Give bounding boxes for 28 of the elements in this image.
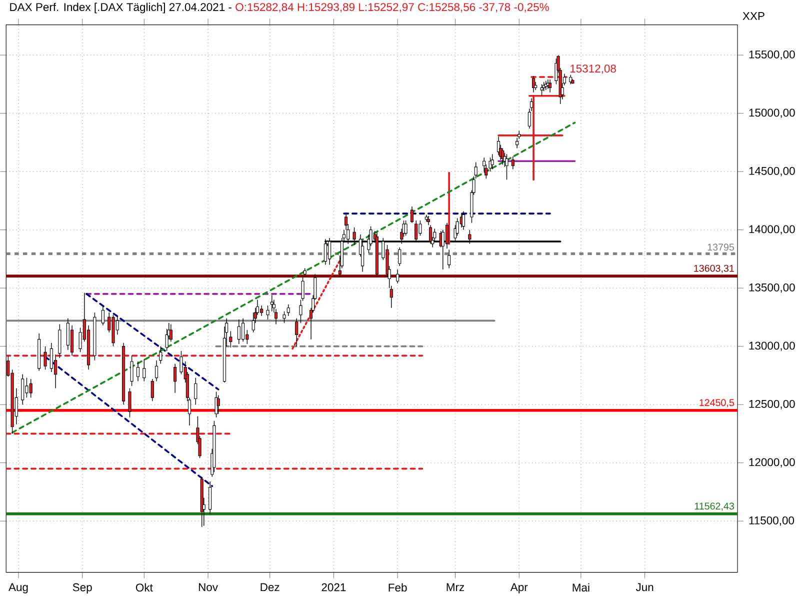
annotation: 15312,08: [570, 64, 616, 74]
ref-line-label: 13795: [708, 244, 734, 251]
chart-subtitle: O:15282,84 H:15293,89 L:15252,97 C:15258,56 -37,78 -0,25%: [236, 3, 549, 12]
x-tick-label: Sep: [72, 583, 92, 594]
ref-line-label: 11562,43: [694, 502, 734, 511]
ref-line-label: 13603,31: [694, 264, 734, 273]
x-tick-label: Mrz: [446, 583, 464, 591]
x-tick-label: Dez: [260, 583, 280, 592]
y-axis-title: XXP: [742, 12, 764, 20]
ref-line-label: 12450,5: [700, 399, 734, 408]
x-tick-label: 2021: [322, 583, 346, 592]
y-tick-label: 13000,00: [749, 342, 795, 351]
x-tick-label: Mai: [572, 583, 590, 592]
x-tick-label: Aug: [8, 583, 28, 594]
y-tick-label: 15000,00: [749, 108, 795, 118]
x-tick-label: Okt: [136, 583, 153, 592]
x-tick-label: Jun: [636, 583, 654, 592]
y-tick-label: 15500,00: [749, 50, 795, 60]
y-tick-label: 14500,00: [749, 166, 795, 176]
x-tick-label: Feb: [388, 583, 407, 592]
y-tick-label: 14000,00: [749, 225, 795, 234]
y-tick-label: 12000,00: [749, 458, 795, 468]
x-tick-label: Apr: [510, 583, 528, 594]
y-tick-label: 12500,00: [749, 400, 795, 410]
chart-title: DAX Perf. Index [.DAX Täglich] 27.04.2021 -: [10, 2, 232, 14]
y-tick-label: 13500,00: [749, 283, 795, 293]
x-tick-label: Nov: [198, 583, 218, 592]
y-tick-label: 11500,00: [749, 516, 794, 526]
